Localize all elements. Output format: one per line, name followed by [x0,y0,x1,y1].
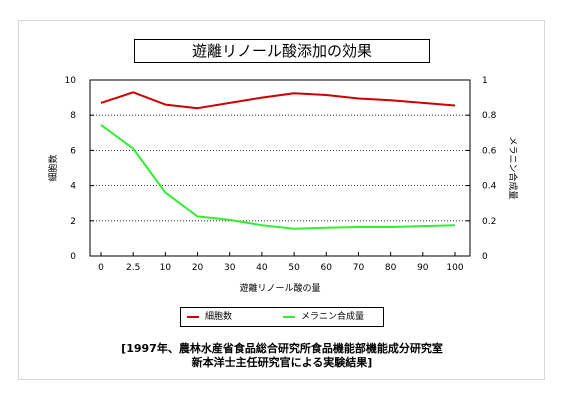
y-left-tick-label: 2 [70,217,76,227]
x-tick-label: 30 [224,263,236,273]
x-tick-label: 70 [353,263,365,273]
legend-swatch-melanin [283,316,295,318]
legend-label-cell-count: 細胞数 [205,312,233,322]
source-line-1: [1997年、農林水産省食品総合研究所食品機能部機能成分研究室 [121,342,443,355]
x-tick-label: 20 [192,263,204,273]
x-axis-title: 遊離リノール酸の量 [239,282,320,294]
y-left-tick-label: 10 [65,76,77,86]
chart-frame [18,20,545,380]
series-line-1 [100,124,456,230]
x-tick-label: 60 [321,263,333,273]
plot-area [89,79,471,257]
source-line-2: 新本洋士主任研究官による実験結果] [191,356,373,369]
legend-swatch-cell-count [187,316,199,318]
y-right-axis-title: メラニン合成量 [507,136,519,199]
y-left-tick-label: 4 [70,182,76,192]
y-left-tick-label: 8 [70,111,76,121]
y-right-tick-label: 0.2 [482,217,496,227]
x-tick-label: 90 [417,263,429,273]
y-left-tick-label: 6 [70,146,76,156]
legend-label-melanin: メラニン合成量 [301,312,365,322]
y-right-tick-label: 0.6 [482,146,497,156]
y-right-tick-label: 0 [482,252,488,262]
legend: 細胞数 メラニン合成量 [180,307,384,327]
x-tick-label: 0 [98,263,104,273]
chart-title: 遊離リノール酸添加の効果 [134,39,430,63]
y-right-tick-label: 0.4 [482,182,497,192]
y-right-tick-label: 1 [482,76,488,86]
series-line-0 [100,91,456,110]
x-tick-label: 40 [256,263,268,273]
x-tick-label: 2.5 [126,263,140,273]
x-tick-label: 100 [446,263,463,273]
x-tick-label: 50 [288,263,300,273]
source-note: [1997年、農林水産省食品総合研究所食品機能部機能成分研究室 新本洋士主任研究… [0,342,564,370]
x-tick-label: 80 [385,263,397,273]
x-tick-label: 10 [160,263,172,273]
y-left-axis-title: 細胞数 [47,154,59,181]
y-left-tick-label: 0 [70,252,76,262]
y-right-tick-label: 0.8 [482,111,497,121]
